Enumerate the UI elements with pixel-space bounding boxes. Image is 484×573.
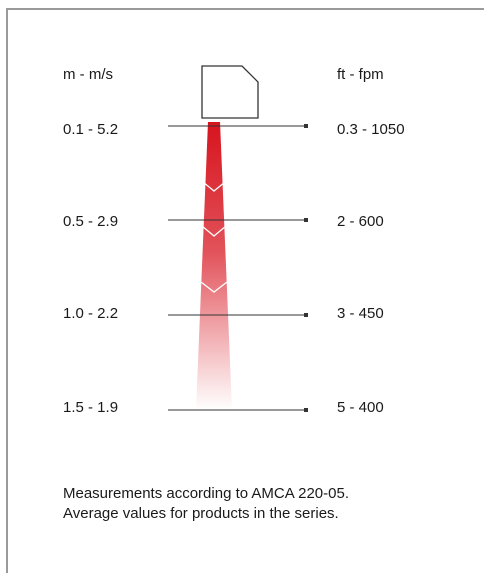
- air-jet-icon: [196, 122, 232, 410]
- metric-units-header: m - m/s: [63, 66, 113, 83]
- imperial-value: 3 - 450: [337, 305, 384, 322]
- diagram-frame: [6, 8, 484, 573]
- measurement-line: [168, 408, 308, 412]
- note-line: Average values for products in the serie…: [63, 505, 339, 522]
- metric-value: 0.5 - 2.9: [63, 213, 119, 230]
- measurement-line: [168, 124, 308, 128]
- measurement-line: [168, 218, 308, 222]
- imperial-units-header: ft - fpm: [337, 66, 384, 83]
- imperial-value: 5 - 400: [337, 399, 384, 416]
- measurement-note: Measurements according to AMCA 220-05. A…: [63, 484, 349, 524]
- measurement-line: [168, 313, 308, 317]
- metric-value: 0.1 - 5.2: [63, 121, 119, 138]
- air-curtain-unit-icon: [201, 65, 259, 119]
- imperial-value: 2 - 600: [337, 213, 384, 230]
- note-line: Measurements according to AMCA 220-05.: [63, 485, 349, 502]
- metric-value: 1.5 - 1.9: [63, 399, 119, 416]
- imperial-value: 0.3 - 1050: [337, 121, 405, 138]
- metric-value: 1.0 - 2.2: [63, 305, 119, 322]
